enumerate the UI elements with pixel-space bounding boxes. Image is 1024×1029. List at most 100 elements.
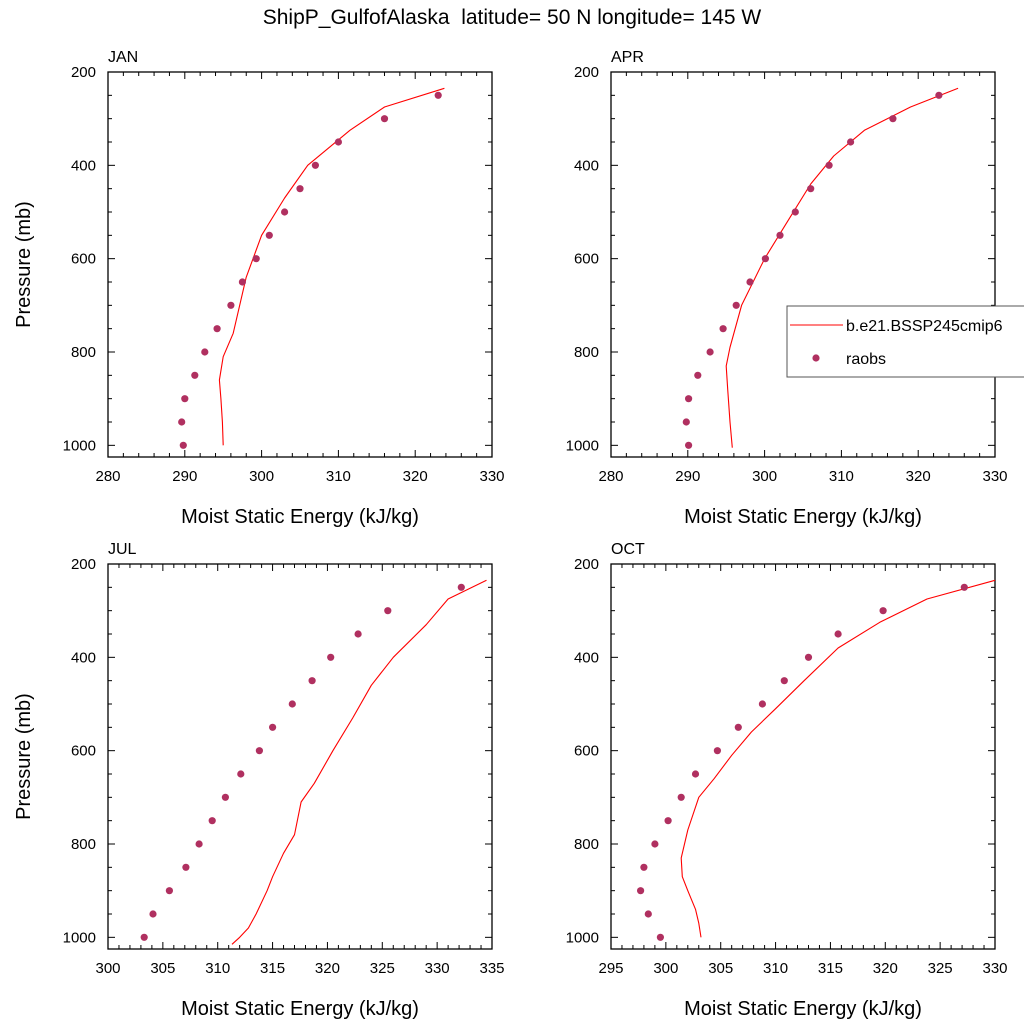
- x-tick-label: 320: [906, 468, 931, 485]
- y-tick-label: 600: [574, 251, 599, 268]
- raobs-point: [685, 441, 693, 449]
- raobs-point: [149, 910, 157, 918]
- raobs-point: [208, 817, 216, 825]
- x-tick-label: 330: [479, 468, 504, 485]
- y-axis-label: Pressure (mb): [13, 693, 35, 820]
- x-tick-label: 315: [260, 960, 285, 977]
- x-tick-label: 290: [675, 468, 700, 485]
- x-tick-label: 315: [818, 960, 843, 977]
- y-tick-label: 400: [71, 157, 96, 174]
- panel-apr: 280 290 300 310 320 330 200 400 600 800 1000 APR Moi…: [566, 49, 1008, 528]
- raobs-point: [776, 231, 784, 239]
- x-tick-label: 330: [425, 960, 450, 977]
- raobs-point: [761, 255, 770, 263]
- raobs-point: [935, 91, 943, 99]
- plot-frame: [610, 71, 996, 458]
- raobs-point: [706, 348, 714, 356]
- x-tick-label: 320: [315, 960, 340, 977]
- legend-point-swatch: [812, 354, 820, 362]
- y-tick-label: 1000: [566, 437, 599, 454]
- panel-title: JUL: [108, 541, 137, 558]
- raobs-point: [847, 138, 855, 146]
- raobs-point: [719, 325, 727, 333]
- y-tick-label: 800: [71, 836, 96, 853]
- raobs-point: [252, 255, 260, 263]
- x-tick-label: 310: [326, 468, 351, 485]
- raobs-point: [656, 933, 665, 941]
- raobs-point: [269, 723, 277, 731]
- panel-title: JAN: [108, 49, 138, 66]
- raobs-point: [694, 371, 702, 379]
- raobs-point: [195, 840, 203, 848]
- x-tick-label: 320: [403, 468, 428, 485]
- x-tick-label: 280: [598, 468, 623, 485]
- y-tick-label: 200: [574, 556, 599, 573]
- y-tick-label: 600: [71, 743, 96, 760]
- x-tick-label: 300: [653, 960, 678, 977]
- raobs-point: [384, 607, 392, 615]
- model-line: [218, 87, 445, 446]
- model-line: [680, 579, 996, 938]
- x-tick-label: 305: [708, 960, 733, 977]
- raobs-point: [807, 185, 815, 193]
- raobs-point: [691, 770, 700, 778]
- panel-oct: 295 300 305 310 315 320 325 330 200 400 600 800 1000…: [566, 541, 1008, 1020]
- model-line: [231, 579, 487, 945]
- x-tick-label: 300: [249, 468, 274, 485]
- y-tick-label: 400: [574, 649, 599, 666]
- x-tick-label: 310: [205, 960, 230, 977]
- raobs-point: [791, 208, 799, 216]
- raobs-point: [288, 700, 296, 708]
- y-tick-label: 1000: [566, 929, 599, 946]
- y-tick-label: 200: [71, 64, 96, 81]
- legend: b.e21.BSSP245cmip6 raobs: [786, 305, 1024, 378]
- raobs-point: [179, 441, 187, 449]
- raobs-point: [380, 115, 389, 123]
- raobs-point: [889, 115, 897, 123]
- raobs-point: [685, 395, 693, 403]
- raobs-point: [457, 583, 465, 591]
- raobs-point: [140, 933, 148, 941]
- raobs-point: [734, 723, 742, 731]
- raobs-point: [758, 700, 767, 708]
- raobs-point: [434, 91, 442, 99]
- raobs-point: [221, 793, 229, 801]
- panel-title: APR: [611, 49, 644, 66]
- raobs-point: [265, 231, 273, 239]
- raobs-point: [237, 770, 245, 778]
- raobs-point: [682, 418, 690, 426]
- raobs-point: [165, 887, 173, 895]
- legend-box: [786, 305, 1024, 378]
- panel-title: OCT: [611, 541, 645, 558]
- panel-jul: 300 305 310 315 320 325 330 335 200 400 600 800 1000…: [13, 541, 505, 1020]
- raobs-point: [804, 653, 813, 661]
- raobs-point: [281, 208, 289, 216]
- raobs-point: [879, 607, 887, 615]
- raobs-point: [334, 138, 342, 146]
- x-tick-label: 310: [763, 960, 788, 977]
- raobs-point: [191, 371, 199, 379]
- raobs-point: [644, 910, 652, 918]
- raobs-point: [825, 161, 833, 169]
- raobs-point: [746, 278, 754, 286]
- x-axis-label: Moist Static Energy (kJ/kg): [684, 506, 922, 528]
- x-tick-label: 320: [873, 960, 898, 977]
- plot-frame: [610, 563, 996, 950]
- raobs-point: [640, 863, 648, 871]
- y-tick-label: 200: [574, 64, 599, 81]
- raobs-point: [651, 840, 659, 848]
- y-tick-label: 200: [71, 556, 96, 573]
- raobs-point: [311, 161, 319, 169]
- y-tick-label: 400: [71, 649, 96, 666]
- model-line: [725, 87, 959, 448]
- x-tick-label: 280: [95, 468, 120, 485]
- raobs-point: [182, 863, 190, 871]
- raobs-point: [354, 630, 362, 638]
- x-tick-label: 330: [982, 468, 1007, 485]
- raobs-point: [308, 677, 316, 685]
- x-tick-label: 330: [982, 960, 1007, 977]
- raobs-point: [713, 747, 722, 755]
- raobs-point: [664, 817, 672, 825]
